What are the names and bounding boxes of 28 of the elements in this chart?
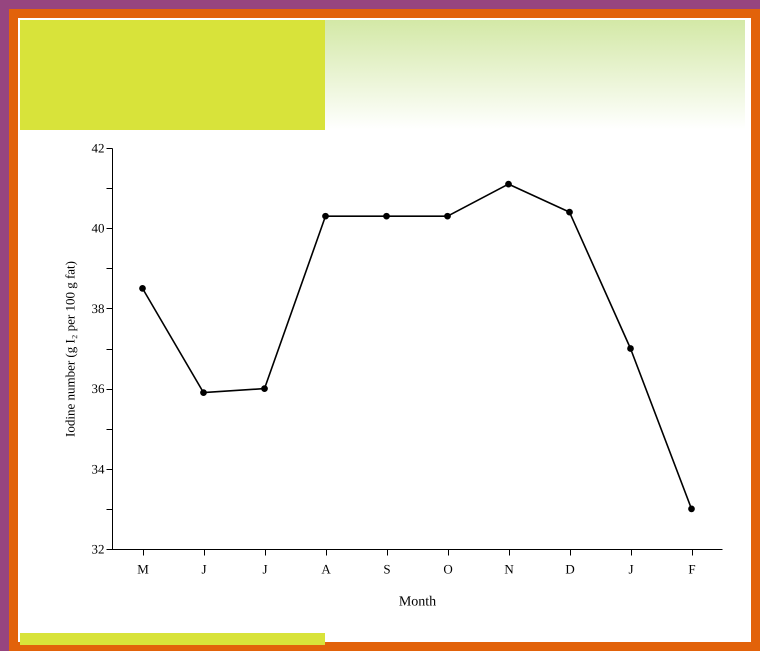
y-tick-label: 38 bbox=[92, 300, 104, 316]
x-tick-label: N bbox=[504, 562, 514, 576]
point bbox=[688, 506, 695, 512]
y-tick-label: 32 bbox=[92, 542, 104, 556]
point bbox=[322, 212, 329, 220]
y-axis-title: Iodine number (g I₂ per 100 g fat) bbox=[62, 260, 78, 438]
x-tick-label: D bbox=[565, 562, 575, 576]
x-tick-label: J bbox=[201, 562, 207, 576]
x-tick-label: J bbox=[628, 562, 634, 576]
point bbox=[200, 389, 207, 396]
point bbox=[444, 212, 451, 220]
x-tick-label: J bbox=[262, 562, 268, 576]
point bbox=[627, 345, 634, 352]
x-tick-label: F bbox=[688, 562, 696, 576]
point bbox=[383, 212, 390, 220]
point bbox=[566, 208, 573, 216]
point bbox=[505, 180, 512, 188]
y-tick-label: 34 bbox=[92, 461, 105, 476]
point bbox=[139, 285, 146, 292]
x-axis-title: Month bbox=[398, 594, 436, 610]
x-tick-label: A bbox=[321, 562, 332, 576]
y-tick-label: 36 bbox=[92, 381, 105, 396]
x-tick-label: O bbox=[443, 562, 453, 576]
point bbox=[261, 385, 268, 392]
x-tick-label: M bbox=[137, 562, 150, 576]
y-tick-label: 40 bbox=[92, 220, 104, 236]
x-tick-label: S bbox=[383, 562, 391, 576]
y-tick-label: 42 bbox=[92, 140, 104, 156]
